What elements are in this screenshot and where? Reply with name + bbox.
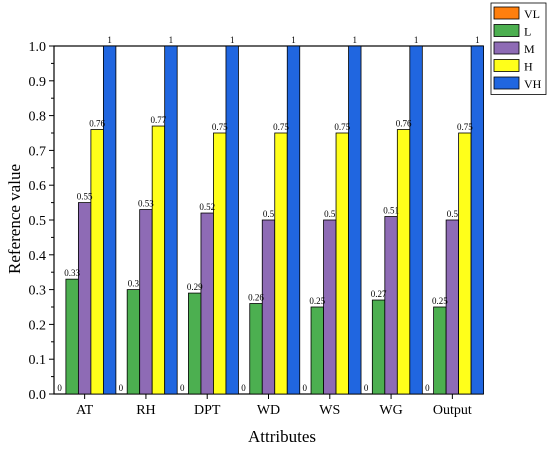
data-label: 0.5: [447, 209, 459, 219]
data-label: 0.25: [432, 296, 448, 306]
legend-swatch: [493, 24, 520, 37]
bar: [310, 306, 324, 395]
data-label: 1: [107, 35, 112, 45]
bar: [396, 129, 411, 395]
y-tick-label: 0.9: [29, 75, 47, 90]
data-label: 0: [425, 383, 430, 393]
data-label: 0.76: [396, 119, 412, 129]
bar: [102, 45, 117, 395]
x-axis-title: Attributes: [248, 427, 316, 446]
x-tick-label: Output: [433, 403, 472, 418]
data-label: 1: [414, 35, 419, 45]
bars-layer: [65, 45, 485, 395]
data-label: 1: [353, 35, 358, 45]
legend: VL LMH VH: [490, 2, 547, 95]
data-label: 0.55: [77, 192, 93, 202]
y-tick-label: 0.8: [29, 110, 47, 125]
bar: [151, 125, 166, 395]
y-tick-label: 0.6: [29, 179, 47, 194]
bar: [409, 45, 423, 395]
bar: [323, 219, 337, 395]
x-tick-label: WD: [257, 403, 280, 418]
data-label: 1: [169, 35, 174, 45]
y-tick-label: 1.0: [29, 40, 47, 55]
bar: [470, 45, 485, 395]
data-label: 0: [364, 383, 369, 393]
data-label: 0.25: [309, 296, 325, 306]
data-label: 0.3: [128, 279, 140, 289]
y-tick-label: 0.4: [29, 249, 47, 264]
bar: [213, 132, 227, 395]
bar: [65, 278, 79, 395]
bar: [188, 292, 202, 395]
bar: [164, 45, 178, 395]
bar: [90, 129, 104, 395]
bar: [445, 219, 460, 395]
y-axis-title: Reference value: [5, 164, 24, 274]
data-label: 0.75: [457, 122, 473, 132]
data-label: 0.77: [151, 115, 167, 125]
bar: [139, 209, 153, 395]
bar: [458, 132, 472, 395]
bar: [348, 45, 362, 395]
legend-swatch: [493, 41, 520, 55]
y-tick-label: 0.7: [29, 144, 47, 159]
legend-swatch: [493, 59, 520, 72]
x-tick-label: DPT: [194, 403, 221, 418]
bar: [286, 45, 301, 395]
data-label: 0.29: [187, 282, 203, 292]
data-label: 1: [475, 35, 480, 45]
data-label: 0: [241, 383, 246, 393]
legend-label: M: [524, 42, 535, 56]
bar: [77, 202, 92, 395]
bar: [335, 132, 349, 395]
y-tick-label: 0.0: [29, 388, 47, 403]
bar: [371, 299, 386, 395]
legend-label: VH: [524, 77, 542, 91]
y-tick-label: 0.3: [29, 284, 47, 299]
x-tick-label: WG: [379, 403, 402, 418]
data-label: 1: [291, 35, 296, 45]
data-label: 1: [230, 35, 235, 45]
legend-swatch: [493, 76, 520, 90]
bar: [433, 306, 447, 395]
y-tick-label: 0.5: [29, 214, 47, 229]
data-label: 0: [180, 383, 185, 393]
y-tick-label: 0.1: [29, 353, 47, 368]
legend-swatch: [493, 6, 520, 20]
data-label: 0.75: [212, 122, 228, 132]
x-tick-label: AT: [76, 403, 94, 418]
bar: [225, 45, 239, 395]
legend-label: H: [524, 60, 533, 74]
data-label: 0.52: [199, 202, 215, 212]
data-label: 0: [119, 383, 124, 393]
bar: [200, 212, 214, 395]
legend-label: VL: [524, 7, 540, 21]
bar: [249, 303, 263, 395]
data-label: 0.33: [64, 268, 80, 278]
data-label: 0.27: [371, 289, 387, 299]
data-label: 0.53: [138, 199, 154, 209]
bar: [126, 289, 141, 395]
data-labels-layer: 0 0.33 0.55 0.76 1 0 0.3 0.53 0.77 1 0 0.29 0.52 0.75…: [57, 35, 479, 393]
legend-label: L: [524, 25, 531, 39]
data-label: 0.51: [383, 206, 399, 216]
x-tick-label: RH: [136, 403, 155, 418]
bar: [274, 132, 288, 395]
data-label: 0: [57, 383, 62, 393]
bar: [261, 219, 276, 395]
data-label: 0.5: [263, 209, 275, 219]
data-label: 0.75: [334, 122, 350, 132]
data-label: 0.26: [248, 293, 264, 303]
data-label: 0: [303, 383, 308, 393]
axes-layer: 0.0 0.1 0.2 0.3 0.4 0.5 0.6 0.7 0.8 0.9 1.0 AT RH DPT…: [29, 40, 472, 418]
bar: [384, 216, 398, 395]
data-label: 0.75: [273, 122, 289, 132]
x-tick-label: WS: [319, 403, 340, 418]
data-label: 0.5: [324, 209, 336, 219]
y-tick-label: 0.2: [29, 318, 47, 333]
data-label: 0.76: [89, 119, 105, 129]
